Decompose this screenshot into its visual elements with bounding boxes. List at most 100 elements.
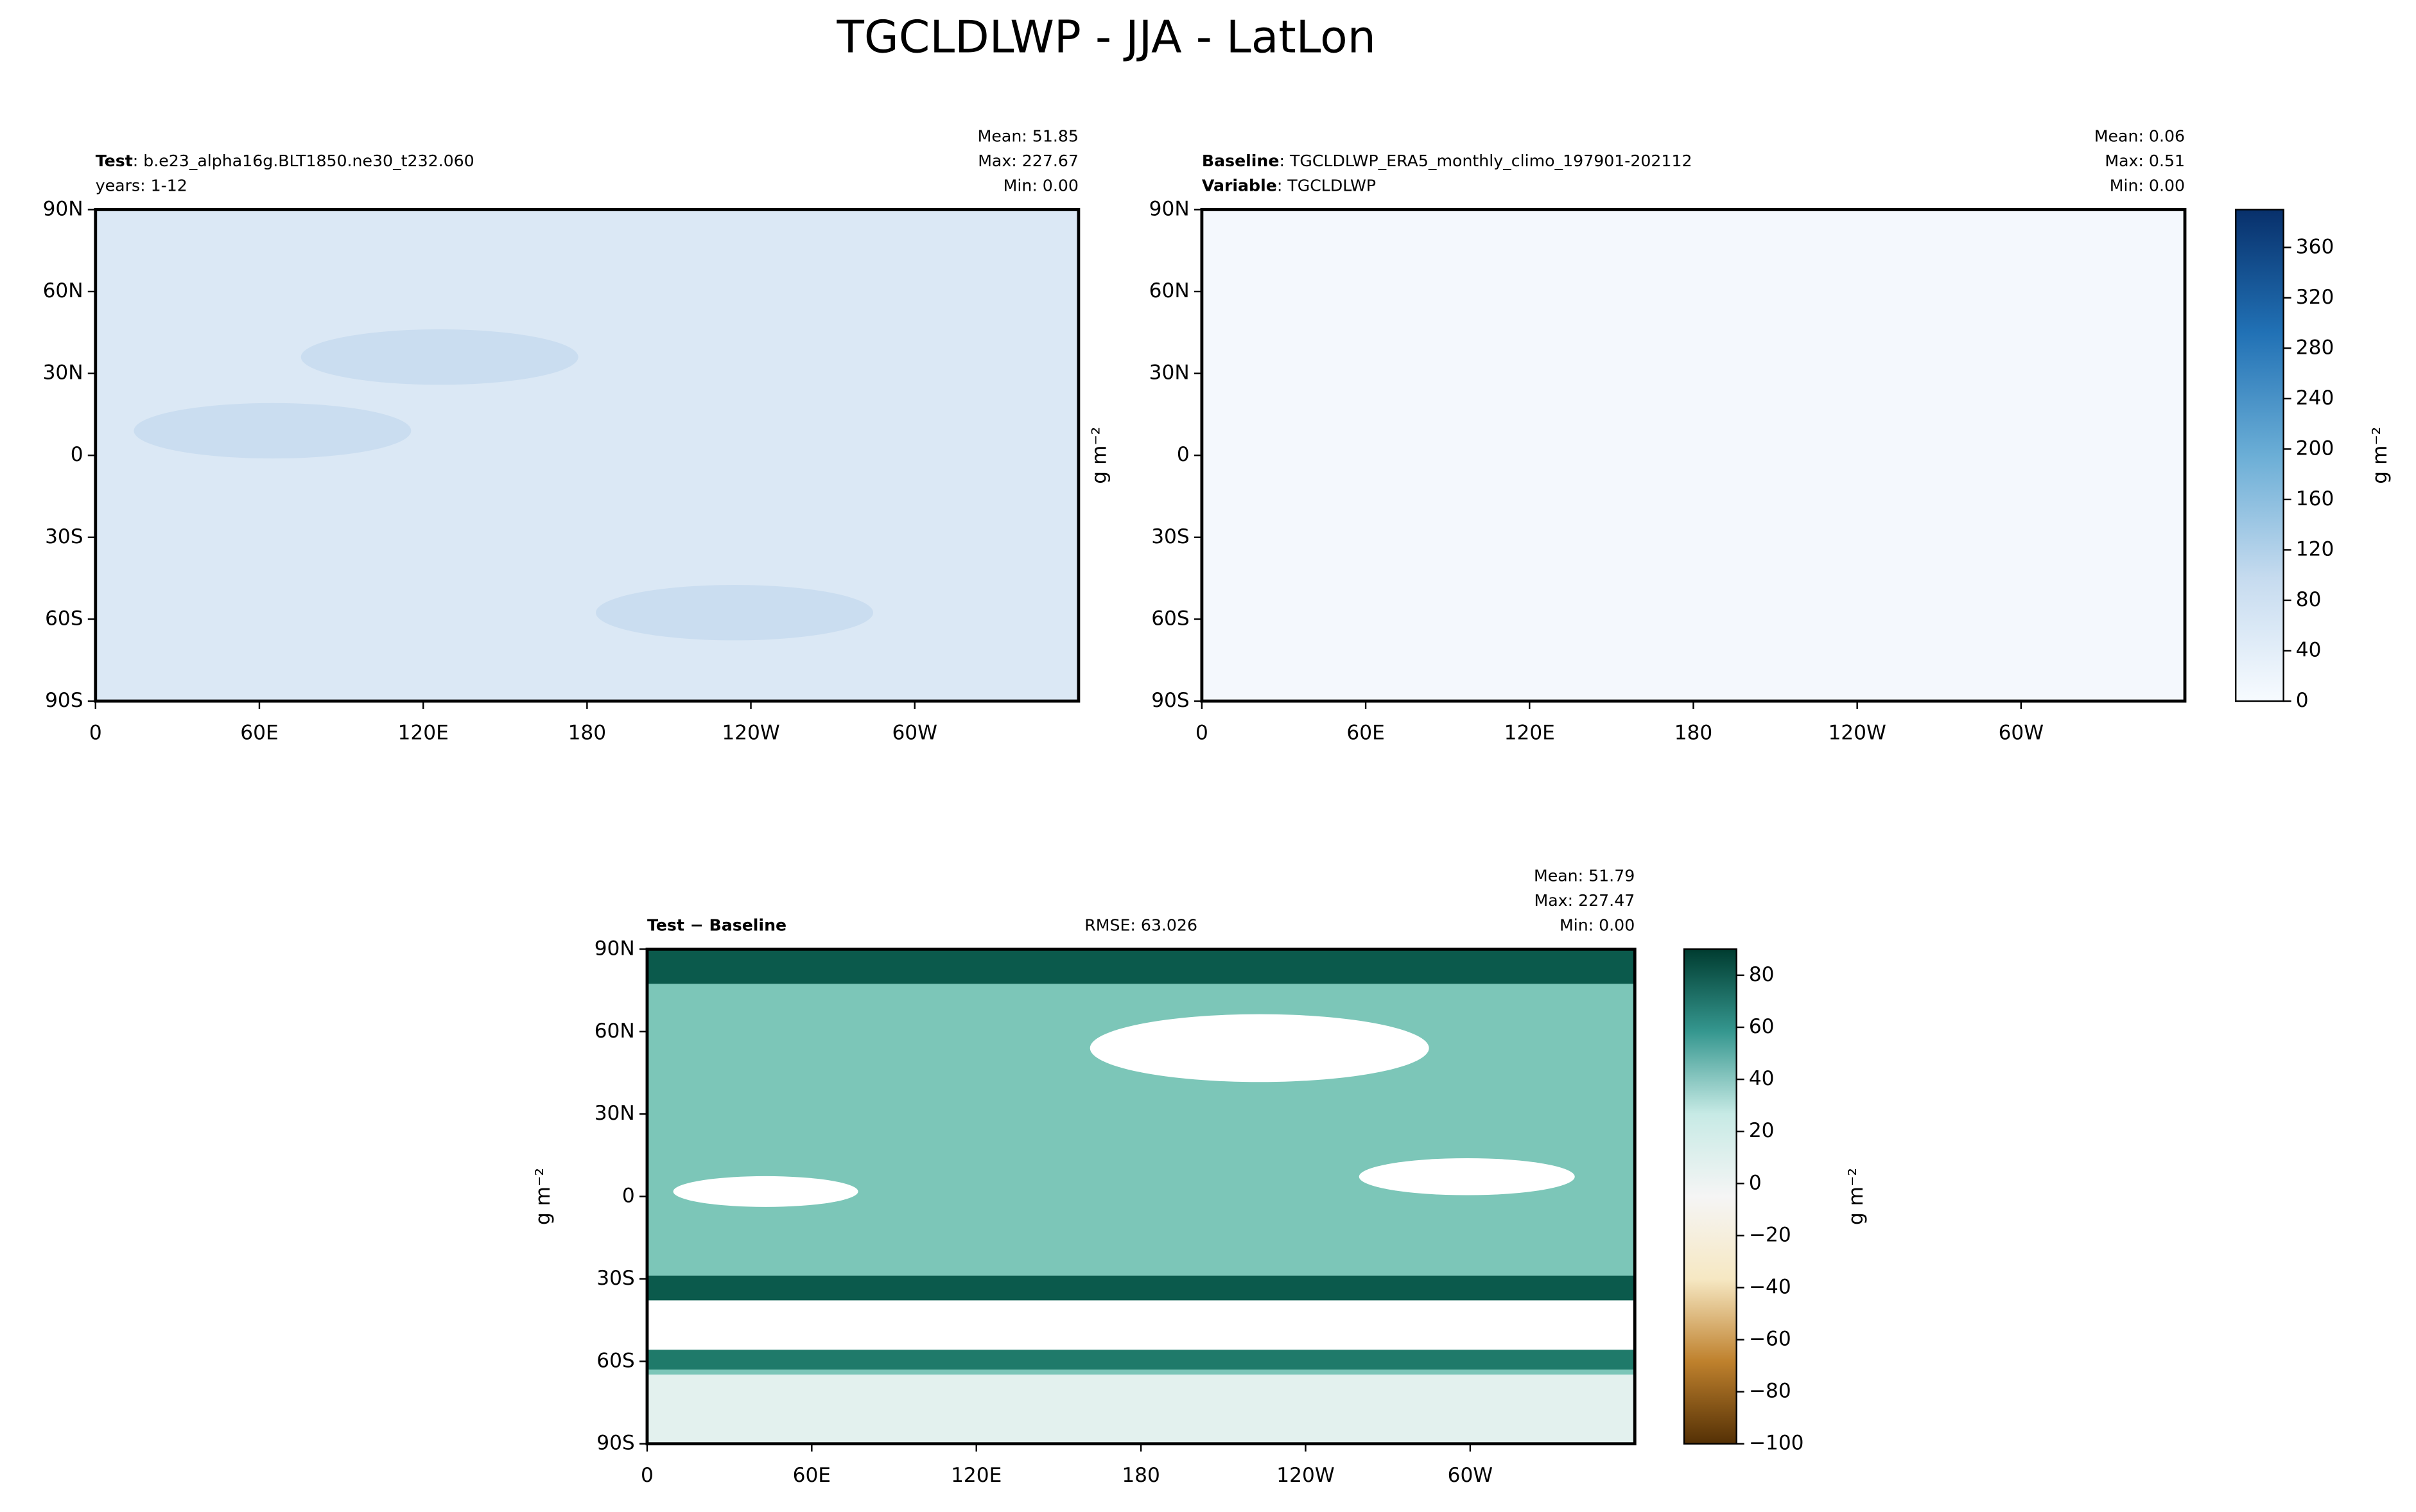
figure-title: TGCLDLWP - JJA - LatLon [836, 11, 1375, 63]
y-tick-label: 60N [1149, 279, 1190, 302]
colorbar [2235, 209, 2284, 702]
colorbar [1683, 948, 1737, 1445]
field-pattern [647, 1350, 1635, 1370]
colorbar-tick-label: −100 [1749, 1432, 1804, 1455]
y-tick-label: 30N [43, 361, 83, 385]
x-tick-label: 120E [951, 1464, 1002, 1487]
y-tick-label: 90S [596, 1432, 634, 1455]
x-tick-label: 120W [722, 721, 779, 744]
panel-stat: Min: 0.00 [1004, 176, 1079, 195]
colorbar-tick-label: 80 [1749, 963, 1775, 986]
x-tick-label: 120W [1276, 1464, 1334, 1487]
x-tick-label: 60E [1346, 721, 1384, 744]
field-pattern [647, 949, 1635, 984]
y-tick-label: 90S [1151, 689, 1189, 712]
colorbar-tick-label: −40 [1749, 1275, 1791, 1298]
field-pattern [673, 1176, 858, 1207]
rmse: RMSE: 63.026 [1084, 916, 1197, 934]
y-tick-label: 90N [1149, 197, 1190, 220]
colorbar-tick-label: 280 [2296, 336, 2334, 359]
field-pattern [647, 1275, 1635, 1301]
x-tick-label: 0 [1195, 721, 1208, 744]
y-tick-label: 90S [45, 689, 83, 712]
colorbar-tick-label: −80 [1749, 1380, 1791, 1403]
x-tick-label: 0 [641, 1464, 654, 1487]
colorbar-tick-label: 320 [2296, 286, 2334, 309]
label-text: : TGCLDLWP_ERA5_monthly_climo_197901-202… [1279, 152, 1692, 170]
colorbar-tick-label: 240 [2296, 387, 2334, 410]
panel-label: years: 1-12 [96, 176, 187, 195]
colorbar-tick-label: 360 [2296, 235, 2334, 258]
map-field [1201, 209, 2186, 702]
colorbar-tick-label: 80 [2296, 588, 2322, 611]
panel-stat: Max: 0.51 [2105, 152, 2185, 170]
panel-label: Baseline: TGCLDLWP_ERA5_monthly_climo_19… [1202, 152, 1692, 170]
colorbar-tick-label: 120 [2296, 537, 2334, 560]
x-tick-label: 60E [240, 721, 278, 744]
panel-stat: Mean: 51.79 [1534, 867, 1635, 885]
units-label: g m⁻² [1845, 1168, 1868, 1225]
y-tick-label: 60S [45, 607, 83, 630]
y-tick-label: 30N [1149, 361, 1190, 385]
label-text: : b.e23_alpha16g.BLT1850.ne30_t232.060 [133, 152, 474, 170]
colorbar-tick-label: 0 [2296, 689, 2309, 712]
colorbar-tick-label: 20 [1749, 1119, 1775, 1142]
y-tick-label: 30N [595, 1102, 635, 1125]
field-pattern [1359, 1158, 1575, 1195]
y-tick-label: 90N [43, 197, 83, 220]
units-label: g m⁻² [532, 1168, 555, 1225]
field-pattern [647, 1374, 1635, 1444]
x-tick-label: 60E [793, 1464, 831, 1487]
panel-stat: Min: 0.00 [1560, 916, 1635, 934]
y-tick-label: 60N [595, 1020, 635, 1043]
colorbar-tick-label: 40 [1749, 1067, 1775, 1090]
label-text: years: 1-12 [96, 176, 187, 195]
x-tick-label: 180 [1122, 1464, 1160, 1487]
label-bold: Variable [1202, 176, 1277, 195]
x-tick-label: 0 [89, 721, 102, 744]
panel-stat: Mean: 0.06 [2094, 127, 2185, 146]
units-label: g m⁻² [2368, 427, 2392, 484]
colorbar-tick-label: 40 [2296, 638, 2322, 661]
x-tick-label: 120E [1504, 721, 1555, 744]
x-tick-label: 60W [1448, 1464, 1493, 1487]
field-pattern [300, 329, 578, 385]
x-tick-label: 60W [892, 721, 937, 744]
label-bold: Test − Baseline [647, 916, 787, 934]
field-pattern [1090, 1014, 1429, 1082]
label-bold: Test [96, 152, 133, 170]
colorbar-tick-label: 0 [1749, 1171, 1762, 1194]
label-bold: Baseline [1202, 152, 1280, 170]
panel-stat: Max: 227.47 [1534, 891, 1635, 910]
x-tick-label: 120W [1828, 721, 1886, 744]
panel-label: Test − Baseline [647, 916, 787, 934]
y-tick-label: 0 [622, 1185, 635, 1208]
y-tick-label: 30S [45, 525, 83, 548]
x-tick-label: 60W [1999, 721, 2044, 744]
x-tick-label: 120E [398, 721, 449, 744]
label-text: : TGCLDLWP [1277, 176, 1376, 195]
y-tick-label: 30S [596, 1267, 634, 1290]
x-tick-label: 180 [1674, 721, 1713, 744]
y-tick-label: 30S [1151, 525, 1189, 548]
colorbar-tick-label: 60 [1749, 1015, 1775, 1038]
colorbar-tick-label: −60 [1749, 1328, 1791, 1351]
panel-stat: Min: 0.00 [2110, 176, 2185, 195]
y-tick-label: 60N [43, 279, 83, 302]
field-pattern [647, 1300, 1635, 1350]
field-pattern [596, 585, 874, 641]
y-tick-label: 60S [1151, 607, 1189, 630]
y-tick-label: 90N [595, 937, 635, 960]
y-tick-label: 0 [71, 443, 83, 466]
panel-stat: Max: 227.67 [978, 152, 1079, 170]
colorbar-tick-label: 160 [2296, 487, 2334, 510]
y-tick-label: 60S [596, 1349, 634, 1372]
y-tick-label: 0 [1177, 443, 1190, 466]
colorbar-tick-label: −20 [1749, 1223, 1791, 1246]
panel-stat: Mean: 51.85 [978, 127, 1079, 146]
panel-label: Variable: TGCLDLWP [1202, 176, 1376, 195]
units-label: g m⁻² [1088, 427, 1111, 484]
colorbar-tick-label: 200 [2296, 437, 2334, 460]
